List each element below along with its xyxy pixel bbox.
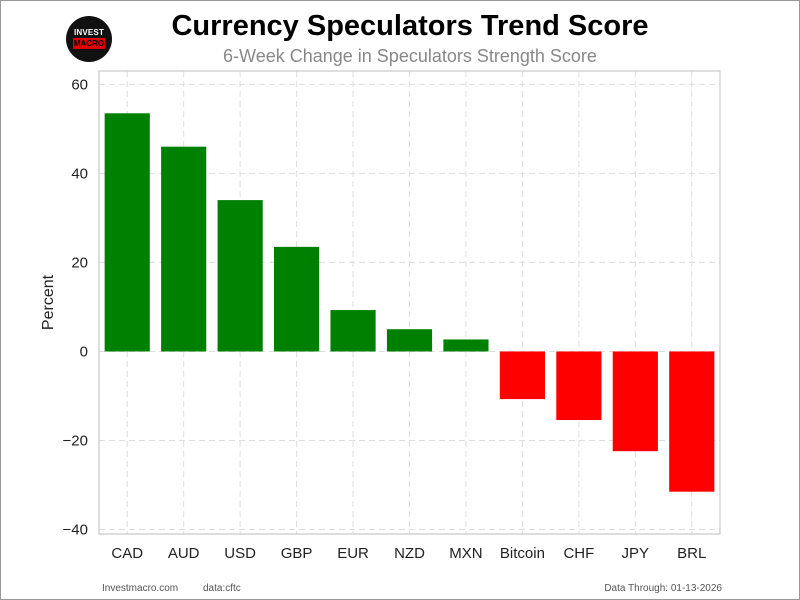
x-tick-label: CHF: [563, 545, 594, 562]
bar-eur: [330, 310, 376, 352]
chart-title: Currency Speculators Trend Score: [171, 10, 649, 42]
y-axis-label: Percent: [40, 274, 57, 330]
bar-usd: [217, 200, 263, 352]
x-tick-label: Bitcoin: [500, 545, 545, 562]
bar-aud: [161, 146, 207, 352]
y-tick-label: 20: [71, 254, 88, 271]
y-tick-label: −40: [63, 522, 88, 539]
x-tick-label: CAD: [111, 545, 143, 562]
investmacro-logo: INVEST MACRO: [66, 16, 112, 62]
bar-gbp: [274, 246, 320, 352]
y-tick-label: 40: [71, 165, 88, 182]
bar-cad: [104, 113, 150, 352]
x-tick-label: USD: [224, 545, 256, 562]
bar-chf: [556, 351, 602, 421]
footer-source: data:cftc: [203, 583, 241, 594]
chart-subtitle: 6-Week Change in Speculators Strength Sc…: [223, 46, 597, 66]
bar-brl: [669, 351, 715, 492]
x-tick-label: BRL: [677, 545, 706, 562]
x-tick-label: JPY: [622, 545, 650, 562]
x-tick-label: NZD: [394, 545, 425, 562]
y-tick-label: −20: [63, 433, 88, 450]
plot-area-border: [98, 70, 721, 535]
x-tick-label: AUD: [168, 545, 200, 562]
y-tick-label: 60: [71, 76, 88, 93]
logo-bottom-text: MACRO: [73, 38, 105, 49]
bar-bitcoin: [499, 351, 545, 400]
x-tick-label: MXN: [449, 545, 482, 562]
bar-jpy: [612, 351, 658, 452]
x-tick-label: EUR: [337, 545, 369, 562]
bar-nzd: [386, 329, 433, 352]
bar-mxn: [443, 339, 489, 352]
x-tick-label: GBP: [281, 545, 313, 562]
logo-top-text: INVEST: [73, 28, 105, 37]
y-tick-label: 0: [80, 343, 88, 360]
footer-site: Investmacro.com: [102, 583, 179, 594]
footer-data-through: Data Through: 01-13-2026: [604, 583, 722, 594]
